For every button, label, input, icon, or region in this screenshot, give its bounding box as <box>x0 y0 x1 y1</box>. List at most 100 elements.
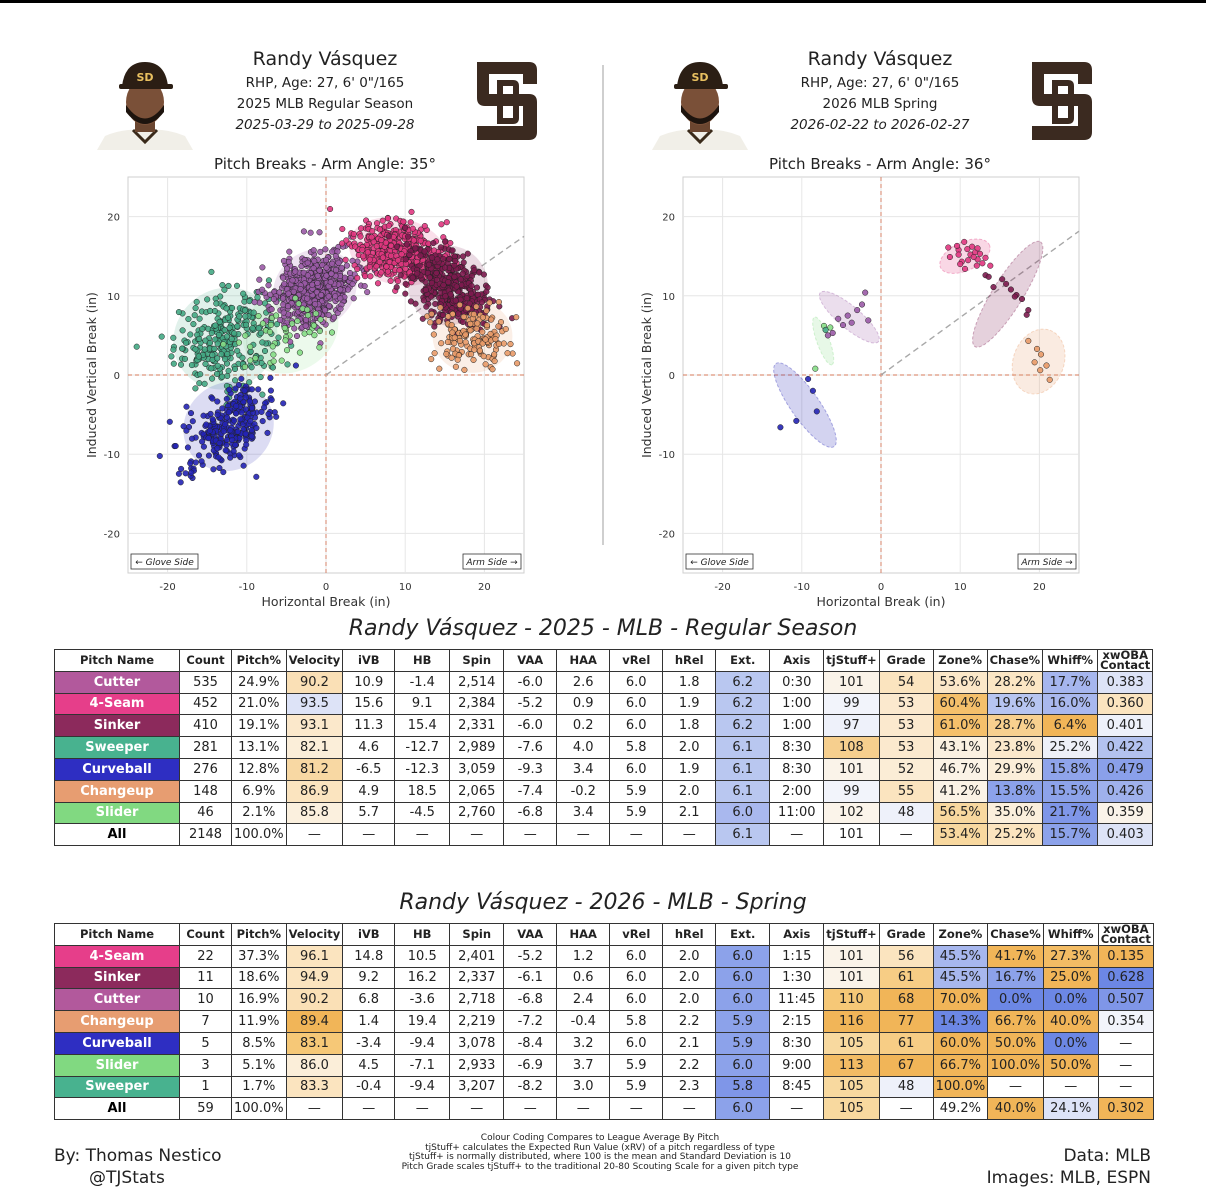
pitch-point <box>350 230 357 238</box>
pitch-point <box>470 356 477 363</box>
column-header: Chase% <box>986 649 1044 672</box>
pitch-point <box>210 466 217 473</box>
stat-cell: 1.4 <box>342 1010 396 1033</box>
pitch-point <box>224 372 231 380</box>
pitch-name-cell: Sinker <box>54 966 180 990</box>
column-header: Pitch% <box>231 649 287 672</box>
pitch-name-cell: Changeup <box>54 1010 180 1033</box>
pitch-point <box>384 215 391 222</box>
corner-label-box <box>685 553 754 570</box>
pitch-point <box>421 222 428 230</box>
stat-cell: 23.8% <box>986 736 1044 759</box>
pitch-point <box>369 228 376 235</box>
stat-cell: 45.5% <box>932 966 989 990</box>
pitch-point <box>444 338 451 346</box>
pitch-point <box>824 332 831 339</box>
stat-cell: 2.3 <box>662 1075 717 1099</box>
stat-cell: 55 <box>878 779 934 803</box>
pitch-point <box>283 347 291 354</box>
season-label: 2025 MLB Regular Season <box>236 96 414 112</box>
pitch-point <box>221 327 228 334</box>
plot-marks <box>133 205 521 486</box>
stat-cell: 0.628 <box>1097 966 1154 990</box>
pitch-point <box>470 311 477 318</box>
pitch-point <box>235 339 243 346</box>
pitch-point <box>242 406 249 413</box>
pitch-name-cell: Cutter <box>54 988 180 1012</box>
y-tick-label: 20 <box>662 213 675 224</box>
pitch-point <box>318 291 325 299</box>
stat-cell: 10.9 <box>342 670 396 694</box>
x-tick-label: -10 <box>239 582 255 593</box>
pitch-point <box>252 355 259 362</box>
pitch-point <box>242 430 249 437</box>
pitch-point <box>434 256 441 263</box>
pitch-point <box>385 233 392 240</box>
stat-cell: 110 <box>823 988 880 1012</box>
stat-cell: 56.5% <box>932 801 988 825</box>
pitch-point <box>267 321 274 328</box>
column-header: hRel <box>662 923 717 946</box>
pitch-point <box>339 240 346 247</box>
pitch-point <box>945 244 952 251</box>
pitch-point <box>255 325 262 332</box>
pitch-point <box>195 452 203 459</box>
pitch-point <box>196 380 203 387</box>
pitch-point <box>334 309 341 317</box>
pitch-point <box>343 237 350 244</box>
stat-cell: 148 <box>179 779 232 803</box>
pitch-point <box>483 307 490 314</box>
pitch-point <box>325 311 332 319</box>
stat-cell: 60.0% <box>932 1031 989 1055</box>
pitch-point <box>305 312 312 319</box>
stat-cell: 100.0% <box>231 1097 287 1121</box>
pitch-point <box>448 354 455 361</box>
stat-cell: 4.0 <box>556 736 611 759</box>
pitch-point <box>489 366 496 373</box>
pitch-point <box>280 400 287 407</box>
stat-cell: 4.6 <box>342 736 396 759</box>
pitch-point <box>215 454 222 461</box>
pitch-point <box>491 351 498 358</box>
pitch-point <box>428 279 435 286</box>
stat-cell: 1.2 <box>556 944 611 968</box>
pitch-point <box>170 346 177 353</box>
stat-cell: 3,207 <box>449 1075 505 1099</box>
x-tick-label: 20 <box>478 582 491 593</box>
corner-label-box <box>130 553 199 570</box>
stat-cell: 50.0% <box>1042 1053 1099 1077</box>
pitch-point <box>812 365 819 372</box>
top-border <box>0 0 1206 3</box>
stat-cell: 3.7 <box>556 1053 611 1077</box>
pitch-point <box>234 428 241 435</box>
pitch-point <box>376 226 383 233</box>
pitch-point <box>175 470 182 477</box>
pitch-point <box>440 282 447 289</box>
pitch-point <box>205 325 212 332</box>
pitch-point <box>329 260 336 267</box>
stat-cell: 48 <box>878 801 934 825</box>
stat-cell: — <box>394 823 451 847</box>
pitch-point <box>277 316 284 324</box>
stat-cell: 0.2 <box>556 714 611 738</box>
stat-cell: 2,384 <box>449 692 505 716</box>
pitch-point <box>979 260 986 267</box>
pitch-point <box>292 268 299 275</box>
stat-cell: -7.2 <box>503 1010 558 1033</box>
stat-cell: 1.8 <box>662 670 717 694</box>
player-bio: RHP, Age: 27, 6' 0"/165 <box>800 75 960 91</box>
pitch-point <box>247 343 254 350</box>
pitch-point <box>187 331 194 338</box>
pitch-point <box>249 325 256 332</box>
column-header: Ext. <box>715 923 771 946</box>
panel-2025: SD Randy Vásquez RHP, Age: 27, 6' 0"/165… <box>55 40 615 610</box>
pitch-point <box>289 277 296 284</box>
stat-cell: 67 <box>878 1053 934 1077</box>
stat-cell: 2,065 <box>449 779 505 803</box>
stat-cell: 2.4 <box>556 988 611 1012</box>
stat-cell: 11 <box>179 966 232 990</box>
stat-cell: — <box>1097 1031 1154 1055</box>
pitch-point <box>378 269 385 276</box>
stat-cell: 105 <box>823 1097 880 1121</box>
pitch-point <box>385 222 392 229</box>
